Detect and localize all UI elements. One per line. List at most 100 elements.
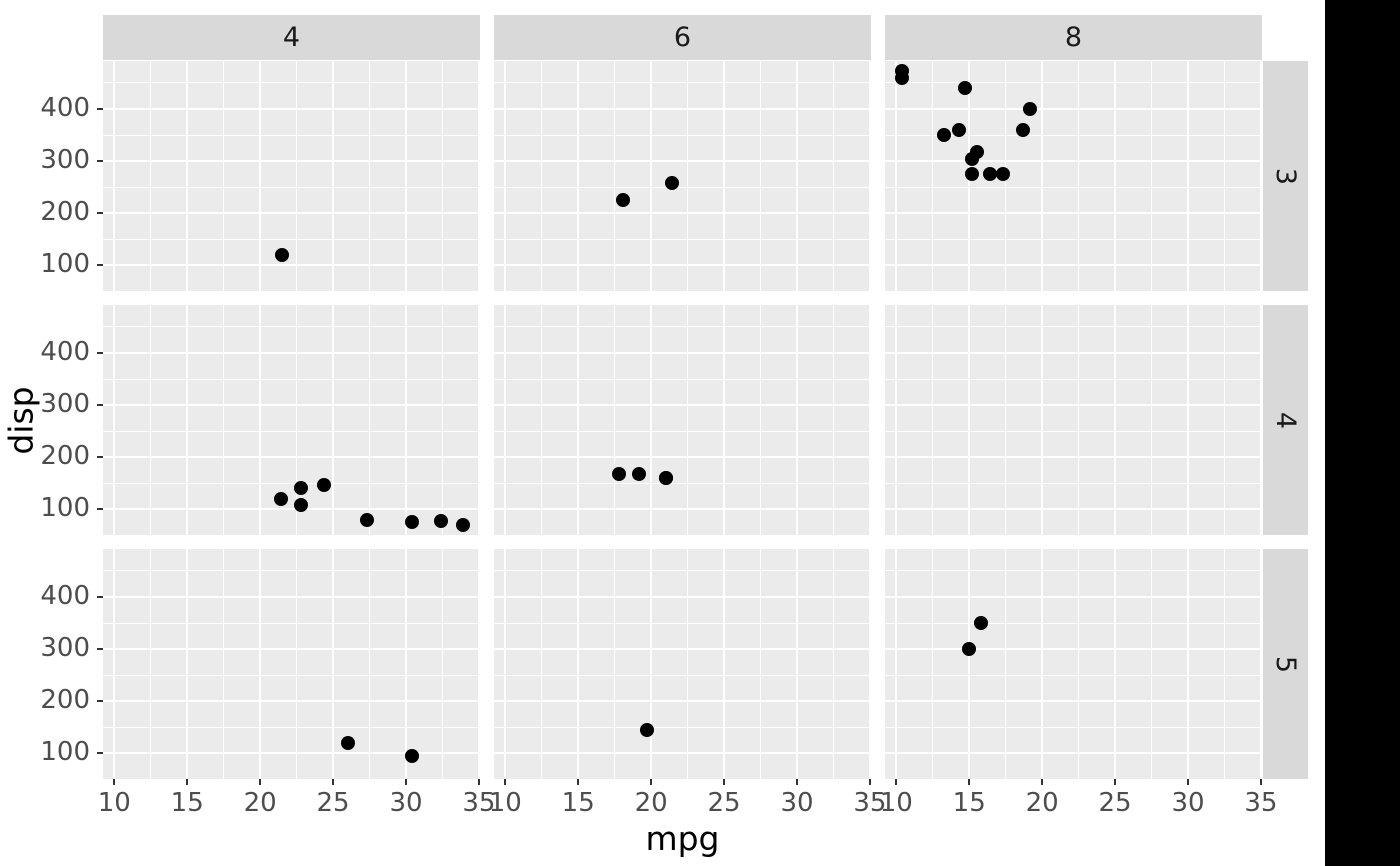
row-strip-label: 3 <box>1270 167 1301 185</box>
gridline-major-horizontal <box>494 404 871 407</box>
gridline-major-horizontal <box>103 352 480 354</box>
gridline-minor-vertical <box>150 549 152 779</box>
gridline-major-vertical <box>186 549 189 779</box>
gridline-minor-horizontal <box>103 82 480 84</box>
data-point <box>359 513 374 528</box>
gridline-major-horizontal <box>885 212 1262 215</box>
data-point <box>1023 102 1038 116</box>
y-tick-mark <box>97 108 103 110</box>
gridline-major-vertical <box>1259 61 1262 291</box>
x-tick-mark <box>1114 779 1117 785</box>
gridline-minor-vertical <box>932 305 934 535</box>
panel-cyl-8-gear-5 <box>885 549 1262 779</box>
gridline-minor-vertical <box>223 305 225 535</box>
gridline-minor-horizontal <box>494 430 871 432</box>
data-point <box>973 615 988 630</box>
gridline-major-horizontal <box>103 264 480 267</box>
gridline-major-vertical <box>1041 549 1044 779</box>
y-tick-mark <box>97 700 103 703</box>
gridline-minor-horizontal <box>494 326 871 328</box>
y-tick-label: 400 <box>40 337 90 367</box>
gridline-minor-vertical <box>441 61 443 291</box>
gridline-minor-horizontal <box>885 430 1262 432</box>
row-strip-label: 4 <box>1270 411 1301 429</box>
data-point <box>612 467 627 482</box>
gridline-major-horizontal <box>885 752 1262 755</box>
gridline-minor-vertical <box>296 549 298 779</box>
gridline-major-horizontal <box>103 160 480 163</box>
gridline-major-vertical <box>113 549 116 779</box>
gridline-major-vertical <box>1186 305 1189 535</box>
gridline-major-horizontal <box>494 700 871 703</box>
gridline-minor-horizontal <box>103 186 480 188</box>
gridline-minor-horizontal <box>885 726 1262 728</box>
gridline-minor-vertical <box>1151 549 1153 779</box>
column-strip-label: 4 <box>282 22 301 53</box>
gridline-minor-vertical <box>1223 549 1225 779</box>
y-tick-label: 100 <box>40 737 90 768</box>
gridline-minor-horizontal <box>885 674 1262 676</box>
x-tick-mark <box>650 779 653 785</box>
gridline-minor-horizontal <box>885 570 1262 572</box>
gridline-major-horizontal <box>494 212 871 215</box>
data-point <box>632 467 647 482</box>
gridline-major-horizontal <box>494 108 871 110</box>
panel-cyl-6-gear-3 <box>494 61 871 291</box>
gridline-minor-horizontal <box>103 570 480 572</box>
y-tick-label: 200 <box>40 685 90 716</box>
gridline-minor-vertical <box>296 61 298 291</box>
x-tick-label: 20 <box>1025 788 1059 818</box>
gridline-minor-horizontal <box>494 134 871 136</box>
gridline-minor-horizontal <box>885 482 1262 484</box>
data-point <box>937 128 952 143</box>
gridline-major-horizontal <box>103 212 480 215</box>
gridline-minor-vertical <box>1005 549 1007 779</box>
gridline-minor-horizontal <box>494 674 871 676</box>
gridline-major-vertical <box>968 305 971 535</box>
x-tick-mark <box>1259 779 1262 785</box>
panel-cyl-6-gear-5 <box>494 549 871 779</box>
gridline-major-vertical <box>650 549 653 779</box>
gridline-major-vertical <box>332 61 335 291</box>
gridline-major-vertical <box>895 549 898 779</box>
data-point <box>433 513 448 528</box>
gridline-major-vertical <box>404 305 407 535</box>
gridline-minor-horizontal <box>494 726 871 728</box>
gridline-major-vertical <box>259 549 262 779</box>
x-axis-title: mpg <box>645 819 720 858</box>
x-tick-mark <box>504 779 507 785</box>
data-point <box>895 70 910 85</box>
gridline-major-vertical <box>1041 61 1044 291</box>
data-point <box>273 491 288 506</box>
gridline-major-vertical <box>404 549 407 779</box>
x-tick-mark <box>723 779 726 785</box>
gridline-minor-vertical <box>150 61 152 291</box>
x-tick-label: 10 <box>879 788 913 818</box>
gridline-minor-vertical <box>369 305 371 535</box>
data-point <box>952 122 966 137</box>
gridline-major-horizontal <box>494 648 871 651</box>
gridline-major-horizontal <box>885 596 1262 598</box>
gridline-major-vertical <box>404 61 407 291</box>
y-tick-mark <box>97 404 103 407</box>
panel-cyl-8-gear-4 <box>885 305 1262 535</box>
data-point <box>340 735 355 750</box>
panel-cyl-4-gear-3 <box>103 61 480 291</box>
gridline-major-vertical <box>577 61 580 291</box>
gridline-minor-horizontal <box>103 726 480 728</box>
y-tick-label: 300 <box>40 389 90 420</box>
data-point <box>293 498 308 513</box>
gridline-minor-horizontal <box>494 570 871 572</box>
gridline-major-vertical <box>504 61 507 291</box>
gridline-minor-vertical <box>760 61 762 291</box>
gridline-major-vertical <box>650 305 653 535</box>
gridline-minor-horizontal <box>494 482 871 484</box>
data-point <box>982 166 997 181</box>
gridline-major-vertical <box>868 305 871 535</box>
gridline-major-horizontal <box>885 700 1262 703</box>
gridline-minor-horizontal <box>885 622 1262 624</box>
gridline-major-vertical <box>477 549 480 779</box>
gridline-minor-vertical <box>223 61 225 291</box>
gridline-minor-horizontal <box>103 378 480 380</box>
